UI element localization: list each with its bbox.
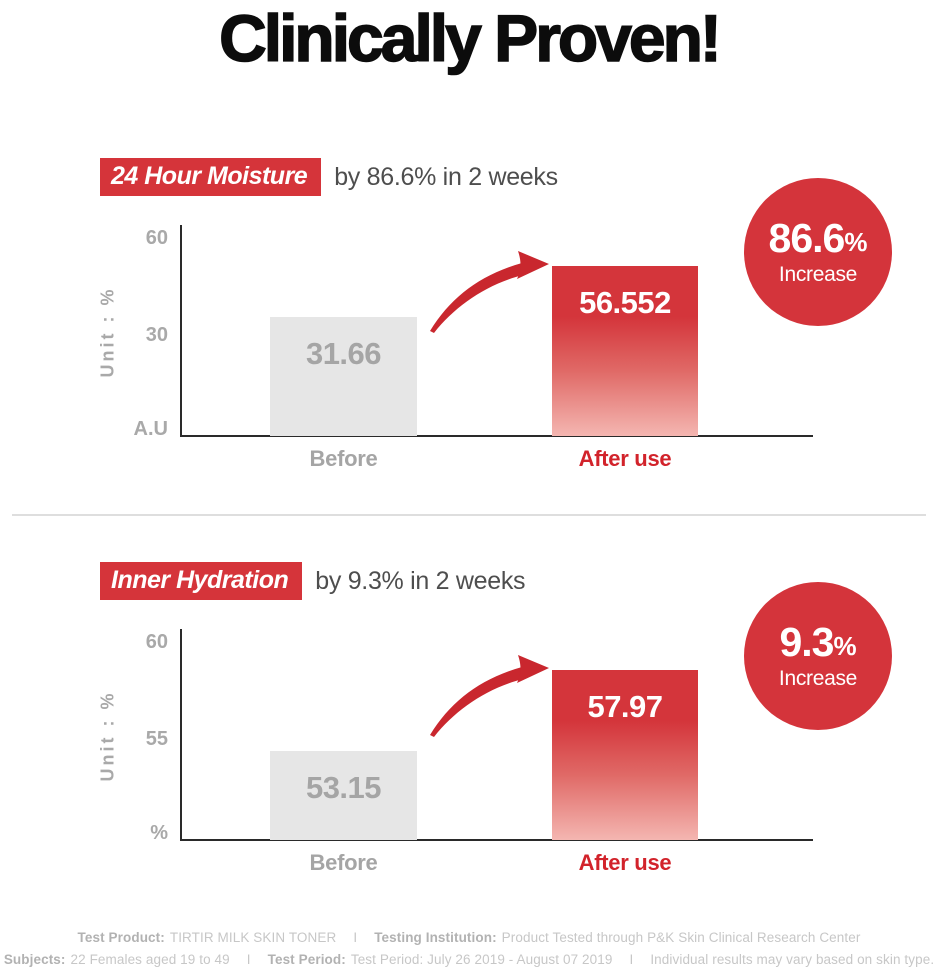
before-bar-value: 53.15 [305, 770, 382, 805]
after-axis-label: After use [578, 446, 672, 471]
increase-value-row: 9.3 % [779, 618, 857, 666]
y-tick-top: 60 [145, 227, 168, 249]
before-axis-label: Before [309, 850, 378, 875]
metric-badge: Inner Hydration [100, 562, 303, 600]
chart-header: Inner Hydration by 9.3% in 2 weeks [100, 562, 526, 600]
before-bar: 53.15 [270, 751, 417, 840]
percent-sign: % [844, 226, 868, 257]
after-bar-value: 57.97 [587, 689, 663, 724]
section-divider [12, 514, 926, 516]
increase-caption: Increase [778, 666, 858, 690]
after-axis-label: After use [578, 850, 672, 875]
metric-subtitle: by 9.3% in 2 weeks [315, 566, 526, 595]
page-title: Clinically Proven! [218, 0, 722, 76]
y-tick-bottom: % [150, 822, 168, 844]
footer-value-testing-institution: Product Tested through P&K Skin Clinical… [501, 930, 861, 945]
increase-arrow-icon [430, 655, 549, 737]
increase-badge: 86.6 % Increase [744, 178, 892, 326]
metric-subtitle: by 86.6% in 2 weeks [334, 162, 558, 191]
increase-badge: 9.3 % Increase [744, 582, 892, 730]
increase-caption: Increase [778, 262, 858, 286]
footer-separator: I [353, 930, 358, 945]
increase-value: 86.6 [768, 214, 846, 261]
footer-value-test-product: TIRTIR MILK SKIN TONER [169, 930, 337, 945]
x-axis-line [180, 435, 813, 437]
x-axis-line [180, 839, 813, 841]
footer-value-test-period: Test Period: July 26 2019 - August 07 20… [350, 952, 613, 967]
after-bar: 57.97 [552, 670, 698, 840]
percent-sign: % [833, 630, 857, 661]
metric-badge: 24 Hour Moisture [100, 158, 322, 196]
y-tick-bottom: A.U [133, 418, 168, 440]
increase-value-row: 86.6 % [768, 214, 868, 262]
footer-line-2: Subjects: 22 Females aged 19 to 49 I Test P… [0, 949, 938, 970]
y-tick-top: 60 [145, 631, 168, 653]
y-axis-line [180, 629, 182, 841]
after-bar-value: 56.552 [579, 285, 671, 320]
footer-separator: I [246, 952, 251, 967]
footer-label-test-product: Test Product: [77, 930, 165, 945]
footer: Test Product: TIRTIR MILK SKIN TONER I Test… [0, 927, 938, 970]
before-bar: 31.66 [270, 317, 417, 436]
before-bar-value: 31.66 [305, 336, 382, 371]
y-tick-mid: 30 [145, 324, 168, 346]
footer-separator: I [629, 952, 634, 967]
footer-label-test-period: Test Period: [267, 952, 346, 967]
chart-section-24-hour-moisture: 24 Hour Moisture by 86.6% in 2 weeks Uni… [0, 150, 938, 500]
footer-label-testing-institution: Testing Institution: [374, 930, 497, 945]
y-axis-line [180, 225, 182, 437]
increase-arrow-icon [430, 251, 549, 333]
increase-value: 9.3 [779, 618, 834, 665]
footer-note: Individual results may vary based on ski… [650, 952, 935, 967]
footer-value-subjects: 22 Females aged 19 to 49 [70, 952, 230, 967]
before-axis-label: Before [309, 446, 378, 471]
chart-section-inner-hydration: Inner Hydration by 9.3% in 2 weeks Unit … [0, 554, 938, 904]
after-bar: 56.552 [552, 266, 698, 436]
chart-header: 24 Hour Moisture by 86.6% in 2 weeks [100, 158, 558, 196]
y-tick-mid: 55 [145, 728, 168, 750]
footer-label-subjects: Subjects: [3, 952, 66, 967]
footer-line-1: Test Product: TIRTIR MILK SKIN TONER I Test… [0, 927, 938, 949]
